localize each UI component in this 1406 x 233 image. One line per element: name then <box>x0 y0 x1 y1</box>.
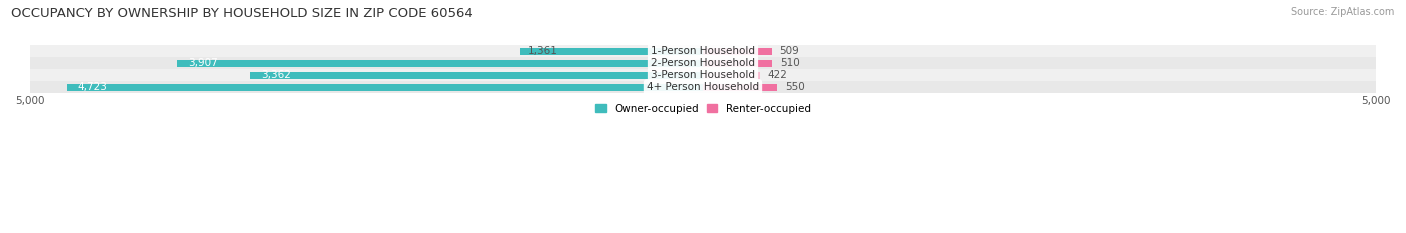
Bar <box>30 81 1376 93</box>
Text: OCCUPANCY BY OWNERSHIP BY HOUSEHOLD SIZE IN ZIP CODE 60564: OCCUPANCY BY OWNERSHIP BY HOUSEHOLD SIZE… <box>11 7 472 20</box>
Bar <box>703 48 772 55</box>
Text: 3-Person Household: 3-Person Household <box>651 70 755 80</box>
Bar <box>30 69 1376 81</box>
Text: 550: 550 <box>785 82 804 92</box>
Text: 510: 510 <box>780 58 800 68</box>
Legend: Owner-occupied, Renter-occupied: Owner-occupied, Renter-occupied <box>591 99 815 118</box>
Text: 509: 509 <box>779 46 800 56</box>
Bar <box>703 84 778 91</box>
Text: 3,907: 3,907 <box>187 58 218 68</box>
Bar <box>703 72 759 79</box>
Text: 422: 422 <box>768 70 787 80</box>
Text: 1,361: 1,361 <box>527 46 558 56</box>
Bar <box>703 60 772 67</box>
Bar <box>177 60 703 67</box>
Bar <box>30 57 1376 69</box>
Bar <box>30 45 1376 57</box>
Text: 4,723: 4,723 <box>77 82 108 92</box>
Bar <box>250 72 703 79</box>
Text: 1-Person Household: 1-Person Household <box>651 46 755 56</box>
Text: 3,362: 3,362 <box>262 70 291 80</box>
Bar <box>520 48 703 55</box>
Bar <box>67 84 703 91</box>
Text: 4+ Person Household: 4+ Person Household <box>647 82 759 92</box>
Text: Source: ZipAtlas.com: Source: ZipAtlas.com <box>1291 7 1395 17</box>
Text: 2-Person Household: 2-Person Household <box>651 58 755 68</box>
